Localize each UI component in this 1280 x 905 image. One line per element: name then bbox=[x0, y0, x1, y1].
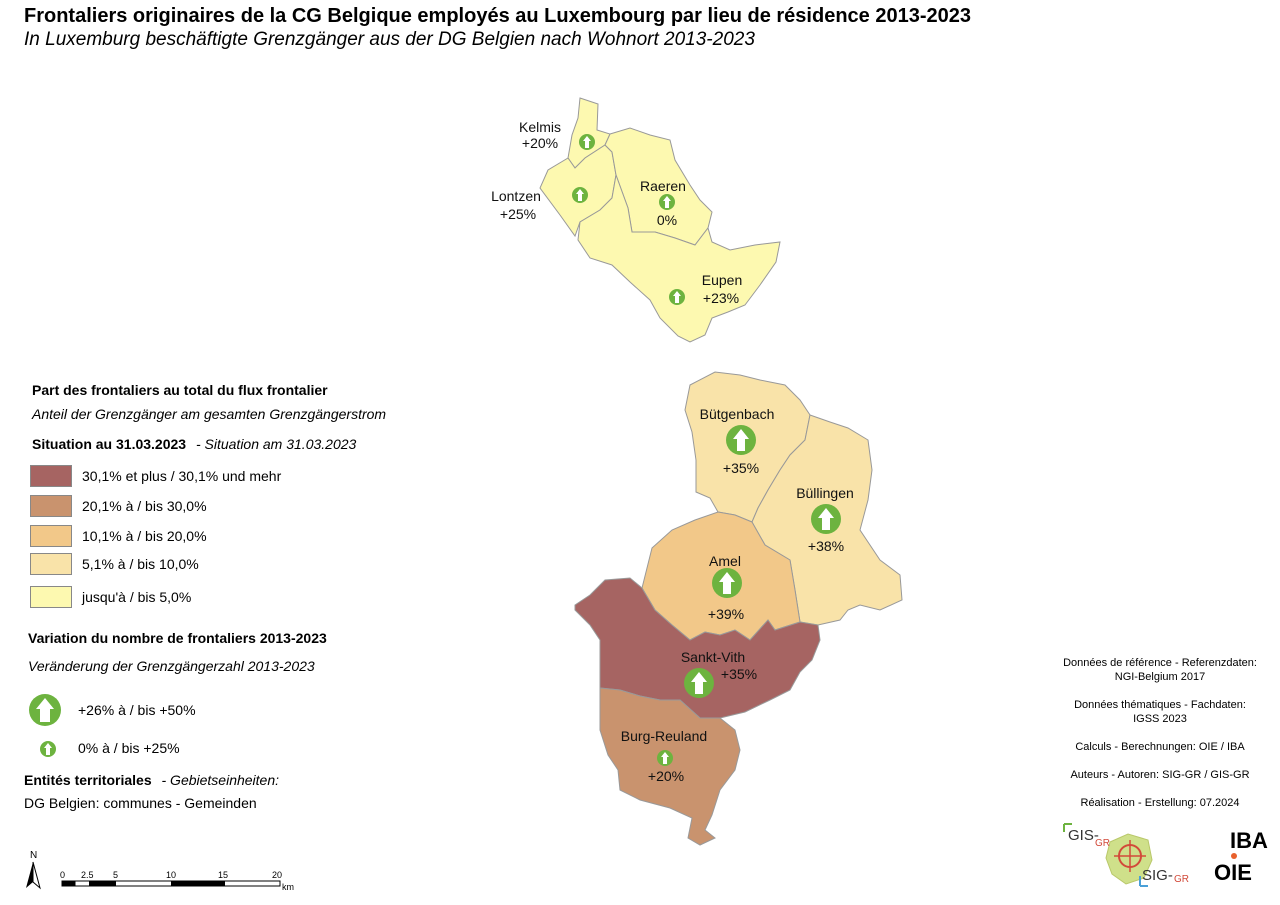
credits: Données de référence - Referenzdaten: NG… bbox=[1040, 656, 1280, 824]
scale-tick-label: 15 bbox=[218, 870, 228, 880]
commune-change: +25% bbox=[500, 206, 536, 222]
legend-change-label: +26% à / bis +50% bbox=[78, 702, 196, 718]
arrow-large-icon bbox=[726, 425, 756, 455]
logos: GIS- GR SIG- GR IBA OIE bbox=[1060, 820, 1280, 900]
commune-name: Büllingen bbox=[796, 485, 854, 501]
logo-dot-icon bbox=[1231, 853, 1237, 859]
scale-tick-label: 0 bbox=[60, 870, 65, 880]
commune-change: +35% bbox=[721, 666, 757, 682]
legend-swatch bbox=[30, 465, 72, 487]
legend-situation-fr: Situation au 31.03.2023 bbox=[32, 436, 187, 452]
arrow-large-icon bbox=[29, 694, 61, 726]
legend-swatch bbox=[30, 553, 72, 575]
map-title: Frontaliers originaires de la CG Belgiqu… bbox=[24, 5, 971, 27]
credit-line: Données de référence - Referenzdaten: bbox=[1063, 657, 1257, 669]
legend-share-title-de: Anteil der Grenzgänger am gesamten Grenz… bbox=[32, 406, 387, 422]
legend-swatch bbox=[30, 525, 72, 547]
legend-change-row: +26% à / bis +50% bbox=[28, 694, 196, 726]
commune-name: Burg-Reuland bbox=[621, 728, 707, 744]
commune-change: +38% bbox=[808, 538, 844, 554]
legend-class-label: 10,1% à / bis 20,0% bbox=[82, 528, 207, 544]
commune-name: Amel bbox=[709, 553, 741, 569]
legend-class-label: jusqu'à / bis 5,0% bbox=[82, 589, 192, 605]
commune-change: +20% bbox=[522, 135, 558, 151]
logo-sig-gr-text: GR bbox=[1174, 874, 1189, 885]
legend-entities-fr: Entités territoriales bbox=[24, 772, 152, 788]
legend-change-label: 0% à / bis +25% bbox=[78, 740, 180, 756]
commune-name: Raeren bbox=[640, 178, 686, 194]
logo-sig-text: SIG- bbox=[1142, 867, 1173, 884]
commune-burg-reuland[interactable] bbox=[599, 687, 741, 846]
north-arrow-icon bbox=[26, 862, 33, 888]
arrow-small-icon bbox=[659, 194, 675, 210]
credit-line: Calculs - Berechnungen: OIE / IBA bbox=[1075, 741, 1245, 753]
credit-block: Auteurs - Autoren: SIG-GR / GIS-GR bbox=[1040, 768, 1280, 782]
legend-class-row: 20,1% à / bis 30,0% bbox=[30, 494, 207, 518]
commune-change: +20% bbox=[648, 768, 684, 784]
logo-oie-text: OIE bbox=[1214, 860, 1252, 885]
map-subtitle: In Luxemburg beschäftigte Grenzgänger au… bbox=[24, 29, 755, 50]
commune-change: 0% bbox=[657, 212, 677, 228]
legend-class-label: 5,1% à / bis 10,0% bbox=[82, 556, 199, 572]
legend-class-label: 30,1% et plus / 30,1% und mehr bbox=[82, 468, 282, 484]
credit-line: Auteurs - Autoren: SIG-GR / GIS-GR bbox=[1070, 769, 1250, 781]
scale-tick-label: 10 bbox=[166, 870, 176, 880]
legend-change-title: Variation du nombre de frontaliers 2013-… bbox=[28, 630, 327, 646]
credit-line: IGSS 2023 bbox=[1133, 713, 1187, 725]
legend-entities-value: DG Belgien: communes - Gemeinden bbox=[24, 795, 257, 811]
legend-share-title: Part des frontaliers au total du flux fr… bbox=[32, 382, 328, 398]
legend-change-row: 0% à / bis +25% bbox=[28, 736, 180, 760]
scale-bar-graphic: N 0 2.5 5 10 15 20 km bbox=[26, 850, 294, 892]
commune-name: Sankt-Vith bbox=[681, 649, 745, 665]
scale-tick-label: 5 bbox=[113, 870, 118, 880]
legend-situation: Situation au 31.03.2023 - Situation am 3… bbox=[32, 436, 356, 452]
legend-swatch bbox=[30, 586, 72, 608]
legend-class-row: jusqu'à / bis 5,0% bbox=[30, 585, 191, 609]
scale-unit-label: km bbox=[282, 882, 294, 892]
legend-entities: Entités territoriales - Gebietseinheiten… bbox=[24, 772, 279, 788]
commune-name: Lontzen bbox=[491, 188, 541, 204]
scale-tick-label: 2.5 bbox=[81, 870, 94, 880]
legend-change-title-de: Veränderung der Grenzgängerzahl 2013-202… bbox=[28, 658, 315, 674]
commune-change: +35% bbox=[723, 460, 759, 476]
commune-name: Kelmis bbox=[519, 119, 561, 135]
commune-change: +23% bbox=[703, 290, 739, 306]
credit-block: Données thématiques - Fachdaten: IGSS 20… bbox=[1040, 698, 1280, 726]
arrow-large-icon bbox=[712, 568, 742, 598]
arrow-large-icon bbox=[811, 504, 841, 534]
logo-gis-text: GIS- bbox=[1068, 827, 1099, 844]
logo-iba-text: IBA bbox=[1230, 828, 1268, 853]
legend-situation-de: - Situation am 31.03.2023 bbox=[195, 436, 357, 452]
legend-swatch bbox=[30, 495, 72, 517]
commune-name: Bütgenbach bbox=[700, 406, 775, 422]
credit-line: Réalisation - Erstellung: 07.2024 bbox=[1080, 797, 1240, 809]
credit-line: NGI-Belgium 2017 bbox=[1114, 671, 1206, 683]
commune-name: Eupen bbox=[702, 272, 742, 288]
commune-change: +39% bbox=[708, 606, 744, 622]
credit-block: Données de référence - Referenzdaten: NG… bbox=[1040, 656, 1280, 684]
credit-block: Réalisation - Erstellung: 07.2024 bbox=[1040, 796, 1280, 810]
commune-eupen[interactable] bbox=[577, 173, 781, 343]
legend-entities-de: - Gebietseinheiten: bbox=[161, 772, 280, 788]
scale-bar: N 0 2.5 5 10 15 20 km bbox=[20, 846, 320, 896]
logo-gis-gr-text: GR bbox=[1095, 838, 1110, 849]
legend-class-row: 30,1% et plus / 30,1% und mehr bbox=[30, 464, 281, 488]
north-label: N bbox=[30, 850, 37, 861]
scale-tick-label: 20 bbox=[272, 870, 282, 880]
arrow-small-icon bbox=[657, 750, 673, 766]
arrow-small-icon bbox=[40, 741, 56, 757]
credit-line: Données thématiques - Fachdaten: bbox=[1074, 699, 1246, 711]
legend-class-row: 5,1% à / bis 10,0% bbox=[30, 552, 199, 576]
arrow-small-icon bbox=[669, 289, 685, 305]
gis-gr-logo: GIS- GR SIG- GR IBA OIE bbox=[1063, 823, 1268, 887]
arrow-large-icon bbox=[684, 668, 714, 698]
credit-block: Calculs - Berechnungen: OIE / IBA bbox=[1040, 740, 1280, 754]
arrow-small-icon bbox=[572, 187, 588, 203]
legend-class-label: 20,1% à / bis 30,0% bbox=[82, 498, 207, 514]
legend-class-row: 10,1% à / bis 20,0% bbox=[30, 524, 207, 548]
arrow-small-icon bbox=[579, 134, 595, 150]
